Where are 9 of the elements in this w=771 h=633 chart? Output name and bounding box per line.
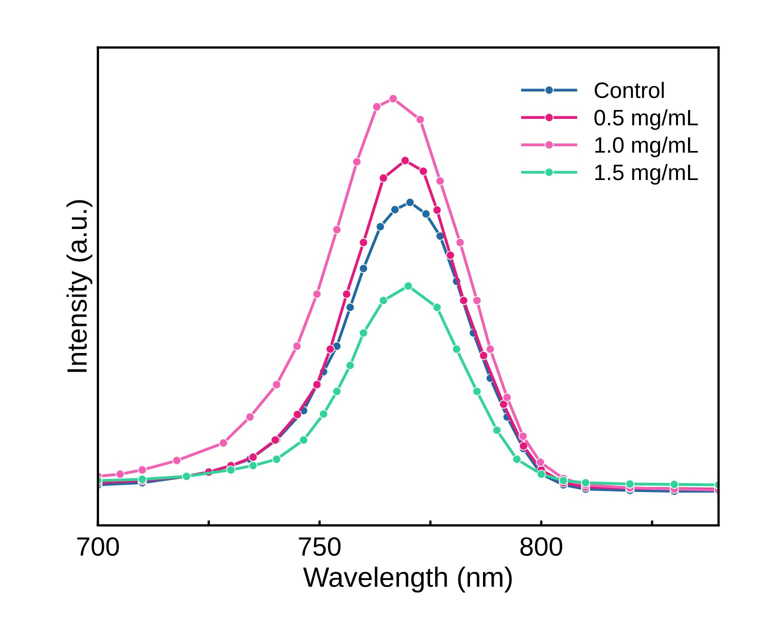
x-tick-label: 800 [520,537,562,556]
y-axis-title: Intensity (a.u.) [66,200,92,372]
x-tick-label: 700 [77,537,119,556]
legend-label: 0.5 mg/mL [594,109,698,130]
x-tick-label: 750 [298,537,341,556]
legend-label: 1.5 mg/mL [595,164,698,185]
legend-label: Control [594,82,664,98]
legend-label: 1.0 mg/mL [595,136,698,158]
x-axis-title: Wavelength (nm) [303,566,512,593]
